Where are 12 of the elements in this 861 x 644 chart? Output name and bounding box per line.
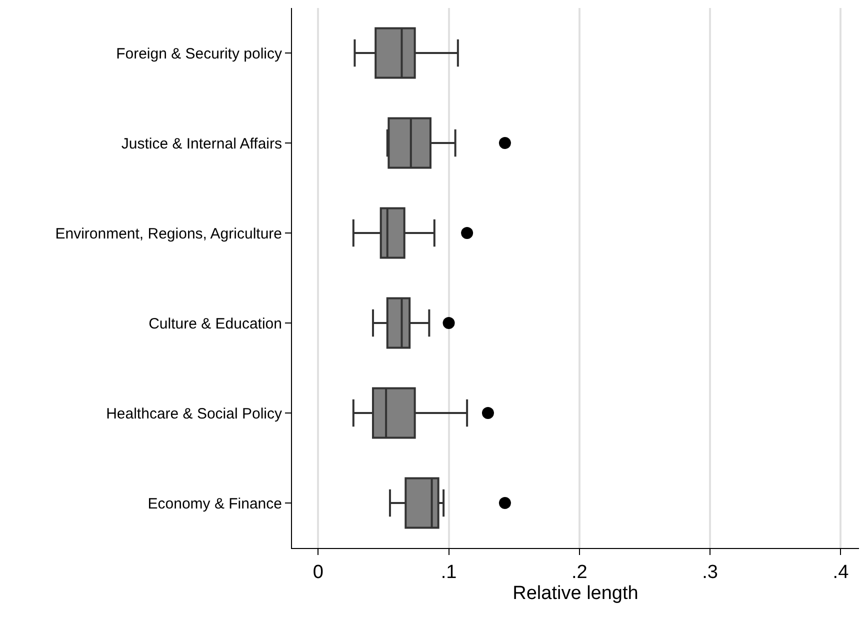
- y-tick-label: Economy & Finance: [148, 495, 282, 512]
- y-tick-label: Justice & Internal Affairs: [121, 135, 282, 152]
- y-tick-label: Environment, Regions, Agriculture: [55, 225, 282, 242]
- y-tick-label: Foreign & Security policy: [116, 45, 282, 62]
- y-tick-label: Culture & Education: [148, 315, 282, 332]
- x-tick-label: .2: [571, 562, 588, 583]
- y-tick-label: Healthcare & Social Policy: [106, 405, 282, 422]
- x-tick-label: 0: [312, 562, 324, 583]
- x-tick-label: .3: [702, 562, 718, 583]
- x-tick-label: .1: [440, 562, 457, 583]
- x-axis-title: Relative length: [512, 582, 638, 604]
- x-tick-label: .4: [832, 562, 850, 583]
